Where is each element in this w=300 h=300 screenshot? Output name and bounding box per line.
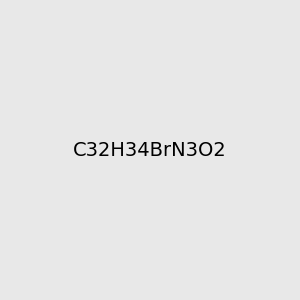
Text: C32H34BrN3O2: C32H34BrN3O2	[73, 140, 227, 160]
